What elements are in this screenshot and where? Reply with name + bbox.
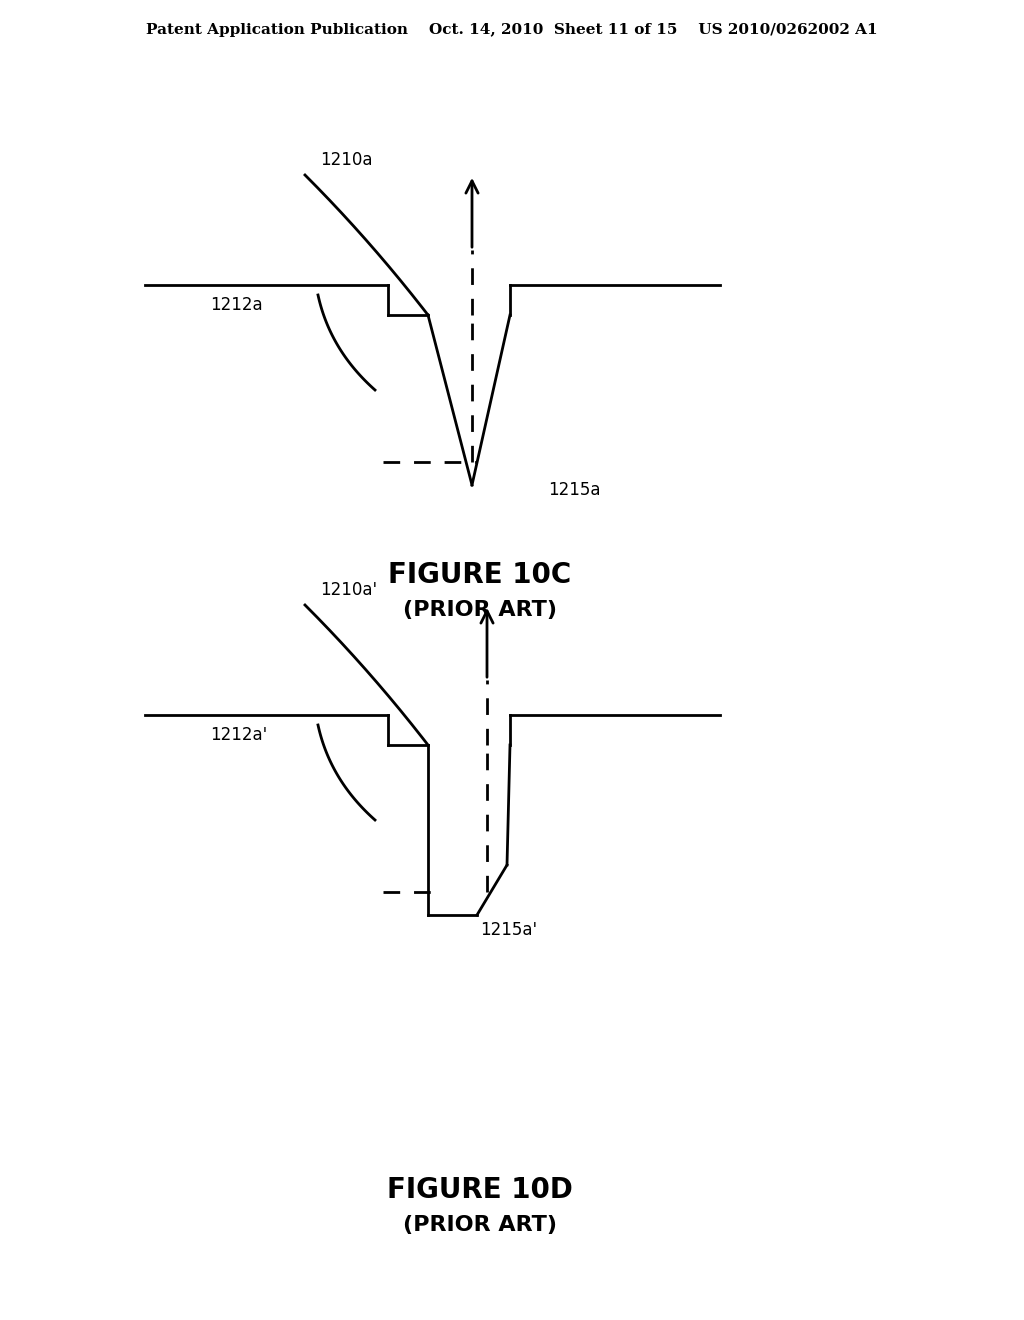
Text: FIGURE 10C: FIGURE 10C <box>388 561 571 589</box>
Text: Patent Application Publication    Oct. 14, 2010  Sheet 11 of 15    US 2010/02620: Patent Application Publication Oct. 14, … <box>146 22 878 37</box>
Text: 1210a: 1210a <box>319 150 373 169</box>
Text: 1215a: 1215a <box>548 480 600 499</box>
Text: 1212a': 1212a' <box>210 726 267 744</box>
Text: (PRIOR ART): (PRIOR ART) <box>403 601 557 620</box>
Text: 1212a: 1212a <box>210 296 262 314</box>
Text: 1215a': 1215a' <box>480 921 538 939</box>
Text: 1210a': 1210a' <box>319 581 377 599</box>
Text: (PRIOR ART): (PRIOR ART) <box>403 1214 557 1236</box>
Text: FIGURE 10D: FIGURE 10D <box>387 1176 573 1204</box>
